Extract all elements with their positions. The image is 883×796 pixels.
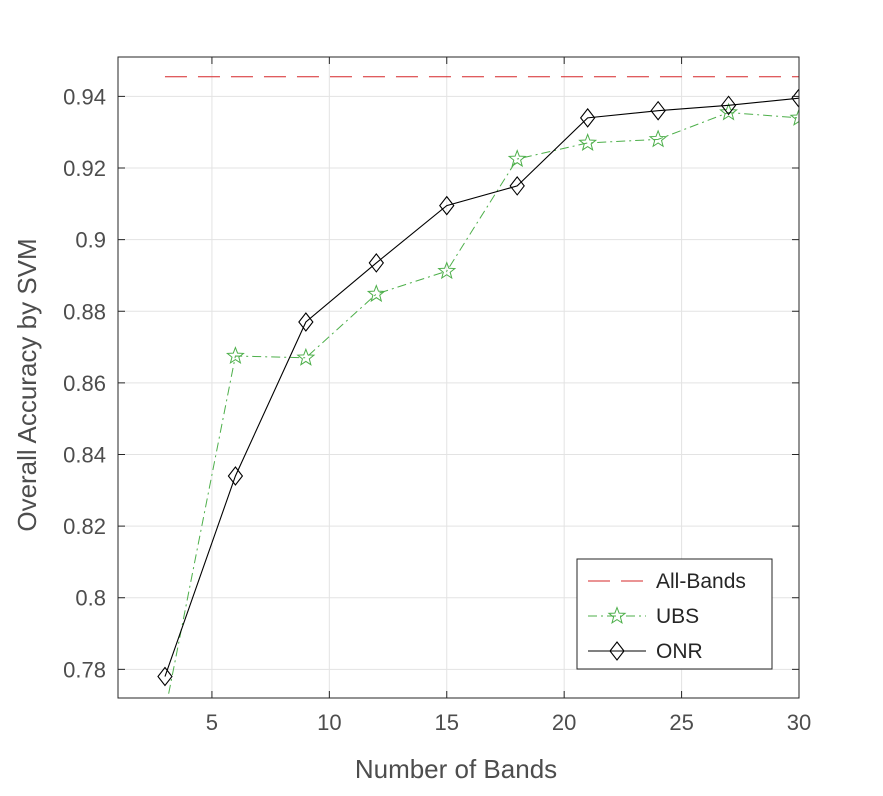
y-tick-label: 0.8	[75, 586, 106, 611]
y-tick-label: 0.84	[63, 442, 106, 467]
data-point-diamond	[791, 88, 799, 109]
data-point-star	[225, 346, 245, 365]
data-point-star	[648, 129, 668, 148]
y-tick-label: 0.92	[63, 156, 106, 181]
legend-label: All-Bands	[656, 570, 746, 593]
data-point-diamond	[720, 95, 737, 116]
data-point-diamond	[368, 253, 385, 273]
series-line	[167, 112, 799, 698]
data-point-diamond	[650, 100, 666, 121]
data-point-diamond	[157, 666, 173, 687]
data-point-star	[296, 347, 316, 366]
x-tick-labels: 5 10 15 20 25 30	[206, 710, 811, 735]
series-layer	[157, 76, 799, 719]
data-point-star	[507, 149, 527, 168]
x-tick-label: 15	[435, 710, 459, 735]
data-point-diamond	[227, 466, 244, 486]
tick-marks	[118, 57, 800, 698]
series-ubs	[157, 102, 799, 719]
y-tick-label: 0.78	[63, 657, 106, 682]
legend-item: UBS	[588, 605, 699, 628]
plot-frame	[117, 56, 800, 699]
legend-marker-diamond	[609, 641, 625, 661]
x-tick-label: 20	[552, 710, 576, 735]
series-line	[164, 97, 799, 677]
x-tick-label: 25	[669, 710, 693, 735]
legend-marker-star	[607, 606, 627, 625]
legend-label: ONR	[656, 640, 703, 663]
y-tick-label: 0.82	[63, 514, 106, 539]
legend-label: UBS	[656, 605, 699, 628]
legend-item: ONR	[588, 640, 703, 663]
y-tick-label: 0.86	[63, 371, 106, 396]
data-point-star	[157, 704, 173, 719]
y-tick-label: 0.9	[75, 228, 106, 253]
x-tick-label: 30	[787, 710, 811, 735]
data-point-diamond	[509, 176, 525, 196]
data-point-star	[578, 133, 598, 151]
y-tick-label: 0.94	[63, 84, 106, 109]
legend-item: All-Bands	[588, 570, 746, 593]
data-point-diamond	[298, 312, 314, 332]
data-point-star	[437, 261, 457, 280]
series-onr	[157, 88, 799, 687]
y-axis-label: Overall Accuracy by SVM	[12, 238, 42, 531]
y-tick-label: 0.88	[63, 299, 106, 324]
data-point-star	[789, 107, 799, 126]
y-tick-labels: 0.78 0.8 0.82 0.84 0.86 0.88 0.9 0.92 0.94	[63, 84, 106, 682]
grid-lines	[118, 57, 800, 698]
data-point-diamond	[579, 107, 596, 128]
data-point-star	[366, 284, 386, 303]
data-point-diamond	[439, 195, 455, 216]
x-tick-label: 10	[317, 710, 341, 735]
legend: All-Bands UBS ONR	[576, 558, 773, 670]
x-axis-label: Number of Bands	[355, 754, 557, 784]
data-point-star	[719, 102, 738, 121]
x-tick-label: 5	[206, 710, 218, 735]
